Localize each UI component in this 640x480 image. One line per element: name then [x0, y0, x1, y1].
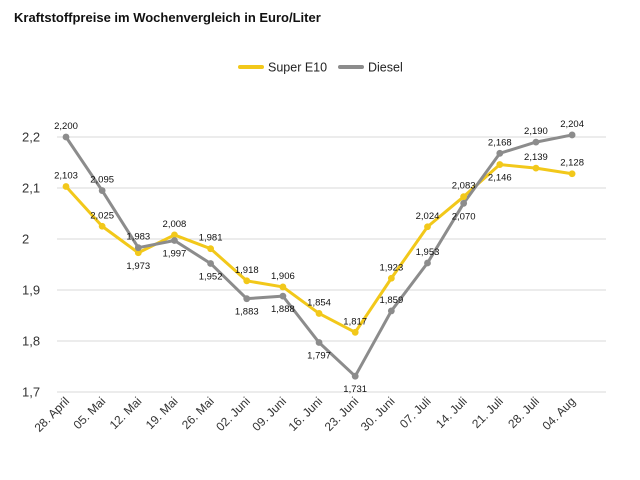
- data-labels: 2,103 2,025 1,973 2,008 1,981 1,918 1,906 1,854…: [54, 119, 584, 395]
- x-tick-label: 19. Mai: [143, 394, 181, 432]
- data-label-super-e10: 1,918: [235, 265, 259, 276]
- data-point-super-e10: [134, 249, 142, 257]
- data-point-diesel: [387, 307, 395, 315]
- x-tick-label: 23. Juni: [322, 394, 362, 434]
- data-label-diesel: 1,731: [343, 384, 367, 395]
- data-point-diesel: [424, 259, 431, 267]
- data-label-diesel: 2,190: [524, 126, 548, 137]
- x-tick-label: 12. Mai: [107, 394, 145, 432]
- x-tick-label: 30. Juni: [358, 394, 398, 434]
- data-point-diesel: [171, 237, 178, 244]
- data-label-super-e10: 2,103: [54, 170, 78, 181]
- x-tick-label: 28. April: [32, 394, 73, 435]
- data-point-super-e10: [568, 170, 576, 178]
- data-point-super-e10: [98, 222, 106, 230]
- data-point-super-e10: [532, 164, 540, 172]
- data-label-super-e10: 1,923: [379, 262, 403, 273]
- data-point-diesel: [62, 133, 70, 141]
- data-label-diesel: 1,953: [416, 247, 440, 258]
- data-point-diesel: [315, 339, 323, 346]
- data-label-super-e10: 1,906: [271, 271, 295, 282]
- data-point-super-e10: [424, 223, 431, 231]
- y-axis: 1,7 1,8 1,9 2 2,1 2,2: [22, 130, 40, 400]
- legend: Super E10 Diesel: [238, 61, 403, 75]
- data-label-super-e10: 2,139: [524, 152, 548, 163]
- legend-label-diesel: Diesel: [368, 61, 403, 75]
- data-label-super-e10: 1,973: [126, 261, 150, 272]
- x-tick-label: 16. Juni: [286, 394, 326, 434]
- data-point-diesel: [98, 187, 106, 194]
- data-point-super-e10: [243, 277, 251, 285]
- y-tick-label: 1,9: [22, 283, 40, 298]
- data-label-diesel: 2,095: [90, 175, 114, 186]
- x-tick-label: 07. Juli: [397, 394, 434, 431]
- data-point-diesel: [568, 131, 576, 139]
- data-point-diesel: [207, 260, 215, 267]
- data-label-diesel: 1,859: [379, 295, 403, 306]
- data-label-super-e10: 2,146: [488, 173, 512, 184]
- data-label-super-e10: 2,025: [90, 210, 114, 221]
- data-label-diesel: 2,204: [560, 119, 584, 130]
- data-label-super-e10: 2,128: [560, 158, 584, 169]
- y-tick-label: 2: [22, 232, 29, 247]
- data-point-super-e10: [387, 274, 395, 282]
- data-label-diesel: 1,997: [163, 249, 187, 260]
- data-label-super-e10: 2,008: [163, 219, 187, 230]
- data-point-diesel: [460, 199, 468, 207]
- data-label-diesel: 2,200: [54, 121, 78, 132]
- data-label-super-e10: 1,817: [343, 316, 367, 327]
- data-label-diesel: 2,070: [452, 211, 476, 222]
- y-tick-label: 2,2: [22, 130, 40, 145]
- data-label-diesel: 1,888: [271, 304, 295, 315]
- data-point-diesel: [532, 138, 540, 146]
- data-label-super-e10: 2,083: [452, 181, 476, 192]
- gridlines: [57, 136, 606, 393]
- data-point-diesel: [351, 372, 359, 380]
- series-layer: [62, 131, 576, 380]
- x-tick-label: 21. Juli: [469, 394, 506, 431]
- data-point-super-e10: [207, 245, 215, 253]
- data-point-super-e10: [315, 310, 323, 317]
- x-tick-label: 09. Juni: [249, 394, 289, 434]
- x-tick-label: 02. Juni: [213, 394, 253, 434]
- data-label-diesel: 2,168: [488, 137, 512, 148]
- data-point-super-e10: [62, 183, 70, 190]
- data-point-super-e10: [351, 328, 359, 336]
- x-tick-label: 04. Aug: [540, 394, 579, 433]
- data-point-diesel: [496, 149, 504, 157]
- data-point-diesel: [243, 295, 251, 303]
- x-tick-label: 05. Mai: [71, 394, 109, 432]
- data-point-super-e10: [279, 283, 287, 291]
- y-tick-label: 2,1: [22, 181, 40, 196]
- data-point-super-e10: [460, 193, 468, 201]
- data-label-diesel: 1,952: [199, 271, 223, 282]
- y-tick-label: 1,8: [22, 334, 40, 349]
- x-tick-label: 26. Mai: [179, 394, 217, 432]
- data-label-super-e10: 2,024: [416, 211, 440, 222]
- data-point-super-e10: [496, 161, 504, 168]
- data-label-super-e10: 1,854: [307, 297, 331, 308]
- data-point-super-e10: [171, 231, 178, 239]
- data-point-diesel: [134, 244, 142, 252]
- data-label-diesel: 1,883: [235, 307, 259, 318]
- data-label-diesel: 1,983: [126, 232, 150, 243]
- x-tick-label: 14. Juli: [433, 394, 470, 431]
- chart-title: Kraftstoffpreise im Wochenvergleich in E…: [14, 10, 321, 25]
- data-point-diesel: [279, 292, 287, 300]
- data-label-diesel: 1,797: [307, 351, 331, 362]
- y-tick-label: 1,7: [22, 385, 40, 400]
- legend-label-super-e10: Super E10: [268, 61, 327, 75]
- x-tick-label: 28. Juli: [505, 394, 542, 431]
- data-label-super-e10: 1,981: [199, 233, 223, 244]
